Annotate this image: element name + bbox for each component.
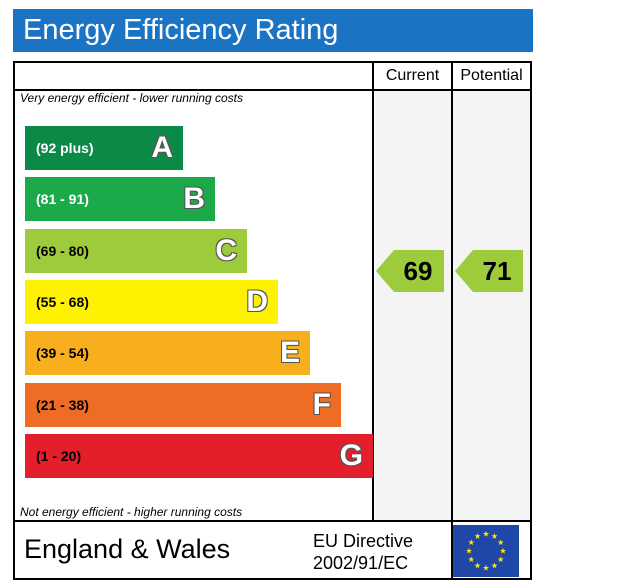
footer-flag-divider xyxy=(451,520,453,580)
eu-star xyxy=(482,530,490,537)
band-letter-label: D xyxy=(246,284,268,318)
eu-star xyxy=(497,539,504,546)
band-range-label: (92 plus) xyxy=(36,140,94,156)
eu-star xyxy=(499,547,507,554)
band-range-label: (21 - 38) xyxy=(36,396,89,413)
band-letter-label: B xyxy=(183,182,205,216)
eu-star xyxy=(468,539,475,546)
band-g: (1 - 20) G xyxy=(25,433,373,478)
eu-star xyxy=(497,556,504,563)
arrow-current: 69 xyxy=(376,249,444,292)
potential-header: Potential xyxy=(460,67,523,84)
footer-divider xyxy=(15,520,530,522)
band-b: (81 - 91) B xyxy=(25,177,215,222)
eu-star xyxy=(468,556,475,563)
band-letter-label: E xyxy=(279,336,300,370)
eu-flag-icon xyxy=(453,525,519,582)
directive-line-1: EU Directive xyxy=(313,531,414,551)
eu-star xyxy=(474,533,481,539)
eu-star xyxy=(491,533,498,539)
arrow-value-current: 69 xyxy=(403,255,433,286)
eu-star xyxy=(491,562,498,569)
band-e: (39 - 54) E xyxy=(25,331,310,376)
potential-column-shade xyxy=(453,91,530,521)
band-letter-label: F xyxy=(312,387,331,421)
band-letter-label: A xyxy=(151,131,173,164)
arrow-potential: 71 xyxy=(455,249,523,292)
band-letter-label: G xyxy=(339,438,363,472)
band-letter-label: C xyxy=(215,233,237,267)
eu-star xyxy=(474,562,481,569)
eu-star xyxy=(465,547,473,554)
current-header: Current xyxy=(385,67,440,84)
top-note: Very energy efficient - lower running co… xyxy=(20,91,243,105)
directive-line-2: 2002/91/EC xyxy=(313,553,409,573)
band-d: (55 - 68) D xyxy=(25,279,278,324)
rating-frame: Current Potential Very energy efficient … xyxy=(13,61,532,580)
chart-title: Energy Efficiency Rating xyxy=(13,9,533,52)
eu-star xyxy=(482,564,490,571)
header-divider xyxy=(15,89,530,91)
current-column-shade xyxy=(375,91,451,521)
region-label: England & Wales xyxy=(24,534,231,564)
band-range-label: (1 - 20) xyxy=(36,447,82,464)
band-f: (21 - 38) F xyxy=(25,382,341,427)
band-range-label: (39 - 54) xyxy=(36,345,89,362)
arrow-value-potential: 71 xyxy=(482,255,512,286)
divider-potential xyxy=(451,63,453,521)
bottom-note: Not energy efficient - higher running co… xyxy=(20,505,243,519)
band-c: (69 - 80) C xyxy=(25,228,247,273)
band-range-label: (81 - 91) xyxy=(36,191,89,208)
divider-current xyxy=(372,63,374,521)
band-range-label: (69 - 80) xyxy=(36,242,89,259)
band-a: (92 plus) A xyxy=(25,126,183,170)
band-range-label: (55 - 68) xyxy=(36,293,89,310)
